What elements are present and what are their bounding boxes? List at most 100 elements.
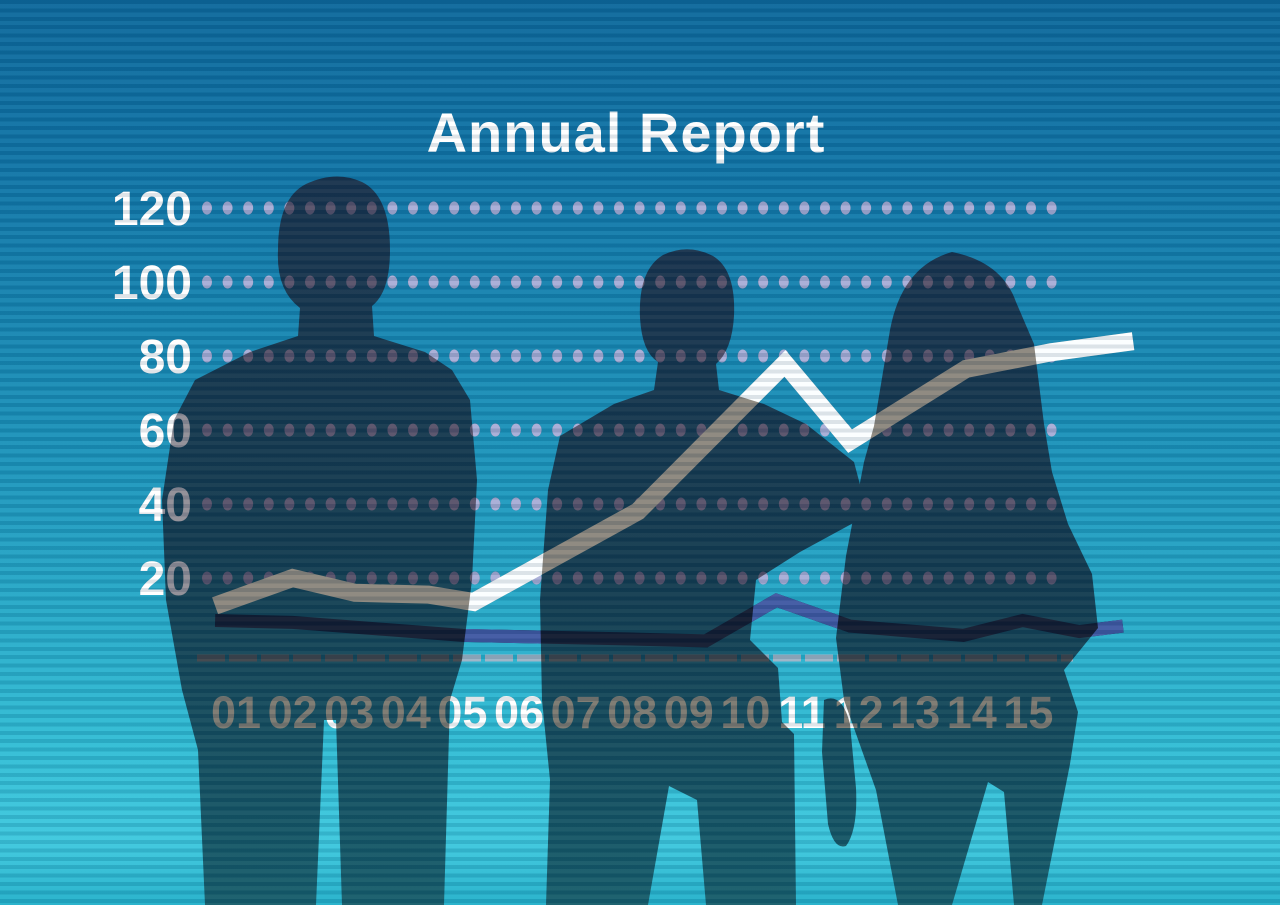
gridline-dot [778,201,789,215]
gridline-dot [799,571,810,585]
gridline-dot [1046,201,1057,215]
gridline-dot [614,349,624,363]
gridline-dot [1026,571,1036,585]
gridline-dots-row [202,349,1057,363]
gridline-dot [717,349,727,363]
gridline-dot [614,423,624,437]
gridline-dot [923,275,933,289]
gridline-dot [943,497,954,511]
y-axis-tick-label: 100 [112,257,192,310]
gridline-dot [984,571,995,585]
gridline-dot [243,423,254,437]
gridline-dot [366,571,377,585]
gridline-dot [1005,275,1016,289]
gridline-dot [284,275,295,289]
gridline-dot [593,349,604,363]
gridline-dot [346,497,357,511]
gridline-dot [511,423,521,437]
gridline-dot [1005,571,1016,585]
gridline-dot [758,497,769,511]
gridline-dot [634,349,645,363]
x-axis-tick-label: 14 [947,687,997,738]
gridline-dot [325,497,336,511]
gridline-dot [1005,497,1016,511]
gridline-dot [943,423,954,437]
gridline-dot [531,423,542,437]
gridline-dot [943,571,954,585]
gridline-dot [469,571,480,585]
gridline-dot [778,497,789,511]
gridline-dot [387,497,398,511]
chart-title: Annual Report [427,101,826,164]
gridline-dot [202,201,212,215]
gridline-dot [1005,423,1016,437]
gridline-dot [469,349,480,363]
gridline-dot [469,497,480,511]
gridline-dot [263,201,274,215]
gridline-dot [387,201,398,215]
gridline-dot [964,497,975,511]
gridline-dot [984,275,995,289]
x-axis-tick-label: 02 [268,687,318,738]
gridline-dot [737,571,748,585]
x-axis-tick-label: 07 [551,687,601,738]
gridline-dot [572,275,583,289]
gridline-dot [717,571,727,585]
gridline-dot [408,423,418,437]
gridline-dot [490,497,501,511]
x-axis-tick-label: 09 [664,687,714,738]
x-axis-tick-label: 14 [947,687,997,738]
gridline-dot [737,201,748,215]
gridline-dot [325,423,336,437]
gridline-dot [531,275,542,289]
gridline-dot [717,201,727,215]
gridline-dot [655,349,666,363]
gridline-dot [572,497,583,511]
gridline-dot [593,201,604,215]
gridline-dot [202,275,212,289]
gridline-dot [614,497,624,511]
x-axis-tick-label: 10 [720,687,770,738]
gridline-dot [737,275,748,289]
gridline-dot [449,349,460,363]
x-axis-tick-label: 10 [720,687,770,738]
gridline-dot [305,497,315,511]
gridline-dot [655,571,666,585]
gridline-dot [346,423,357,437]
gridline-dot [799,497,810,511]
gridline-dot [1046,275,1057,289]
gridline-dot [984,423,995,437]
gridline-dot [263,497,274,511]
x-axis-tick-label: 05 [437,687,487,738]
gridline-dot [572,201,583,215]
gridline-dot [737,497,748,511]
gridline-dot [696,497,707,511]
y-axis-tick-label: 20 [139,553,192,606]
gridline-dot [758,423,769,437]
gridline-dot [284,201,295,215]
y-axis-tick-label: 20 [139,553,192,606]
x-axis-tick-label: 12 [834,687,884,738]
gridline-dot [758,349,769,363]
gridline-dot [222,571,233,585]
gridline-dot [449,275,460,289]
gridline-dot [305,275,315,289]
gridline-dot [634,275,645,289]
gridline-dot [408,571,418,585]
gridline-dot [263,423,274,437]
gridline-dot [346,201,357,215]
x-axis-tick-label: 05 [437,687,487,738]
gridline-dot [943,349,954,363]
y-axis-tick-label: 80 [139,331,192,384]
gridline-dot [449,423,460,437]
x-axis-tick-label: 15 [1003,687,1053,738]
gridline-dot [531,201,542,215]
gridline-dot [469,275,480,289]
gridline-dot [737,349,748,363]
gridline-dot [202,349,212,363]
gridline-dot [202,423,212,437]
x-axis-tick-label: 12 [834,687,884,738]
gridline-dot [923,201,933,215]
gridline-dot [1026,423,1036,437]
